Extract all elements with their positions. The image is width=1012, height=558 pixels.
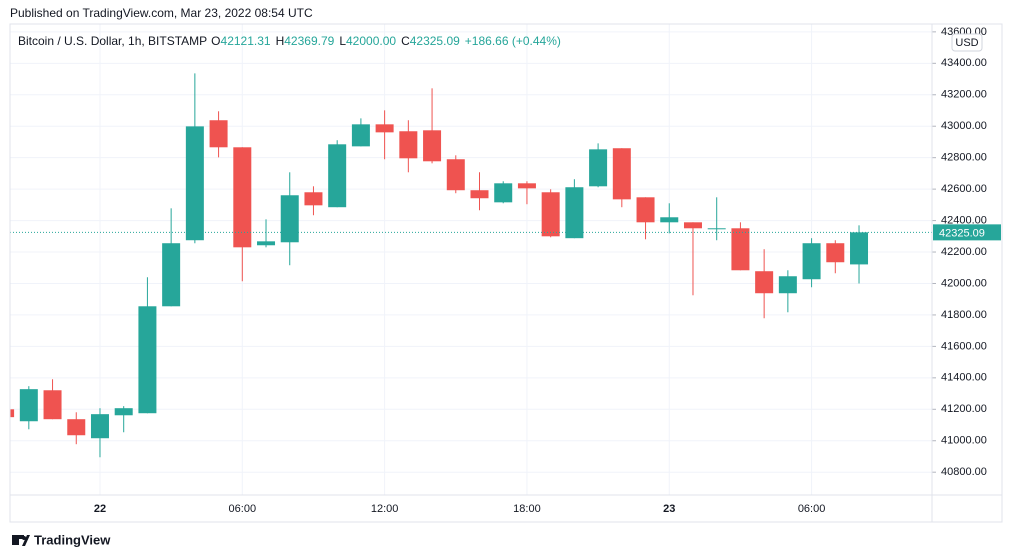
candle-body: [67, 419, 86, 436]
candle-body: [446, 159, 465, 191]
grid: [10, 24, 932, 495]
y-tick-label: 43000.00: [941, 120, 987, 132]
candle-body: [209, 120, 228, 148]
candle-body: [494, 183, 513, 203]
candle-body: [589, 149, 608, 187]
candle-body: [90, 414, 109, 439]
x-tick-label: 06:00: [229, 503, 257, 515]
candle-body: [351, 124, 370, 147]
ohlc-value: 42325.09: [410, 34, 460, 48]
currency-label[interactable]: USD: [955, 37, 978, 49]
x-tick-label: 06:00: [798, 503, 826, 515]
candle-body: [802, 243, 821, 280]
chart-frame: [9, 23, 1003, 523]
y-tick-label: 42800.00: [941, 152, 987, 164]
candle-body: [707, 228, 726, 230]
candle-body: [162, 243, 181, 307]
change: +186.66 (+0.44%): [465, 34, 561, 48]
x-tick-label: 12:00: [371, 503, 399, 515]
last-price-label: 42325.09: [939, 227, 985, 239]
symbol-header: Bitcoin / U.S. Dollar, 1h, BITSTAMP O4212…: [18, 34, 561, 48]
y-tick-label: 43400.00: [941, 57, 987, 69]
symbol: Bitcoin / U.S. Dollar, 1h, BITSTAMP: [18, 34, 207, 48]
y-tick-label: 42000.00: [941, 277, 987, 289]
published-note: Published on TradingView.com, Mar 23, 20…: [10, 6, 313, 20]
y-tick-label: 42600.00: [941, 183, 987, 195]
candle-body: [683, 222, 702, 229]
candle-body: [541, 192, 560, 237]
candle-body: [636, 197, 655, 223]
ohlc-label: L: [339, 34, 346, 48]
y-tick-label: 41800.00: [941, 309, 987, 321]
y-tick-label: 41600.00: [941, 340, 987, 352]
last-price-badge: [933, 224, 1001, 241]
candle-body: [612, 148, 631, 200]
candle-body: [10, 409, 15, 418]
x-tick-label: 23: [663, 503, 675, 515]
candle-body: [850, 232, 869, 265]
candle-body: [755, 271, 774, 294]
candle-body: [233, 147, 252, 248]
x-tick-label: 18:00: [513, 503, 541, 515]
candle-body: [375, 124, 394, 133]
candle-body: [660, 217, 679, 223]
x-tick-label: 22: [94, 503, 106, 515]
candle-body: [826, 243, 845, 263]
footer-brand: TradingView: [34, 532, 111, 547]
ohlc-value: 42121.31: [221, 34, 271, 48]
candle-body: [185, 126, 204, 241]
candle-body: [138, 306, 157, 414]
candles: [10, 73, 932, 458]
candle-body: [399, 131, 418, 159]
candle-body: [731, 228, 750, 271]
y-tick-label: 40800.00: [941, 466, 987, 478]
y-tick-label: 42200.00: [941, 246, 987, 258]
candle-body: [304, 192, 323, 206]
ohlc-value: 42369.79: [284, 34, 334, 48]
candle-body: [114, 408, 133, 416]
y-tick-label: 42400.00: [941, 214, 987, 226]
candle-body: [565, 187, 584, 239]
ohlc-label: C: [401, 34, 410, 48]
candle-body: [470, 190, 489, 199]
candle-body: [257, 241, 276, 246]
y-tick-label: 41400.00: [941, 372, 987, 384]
candle-body: [423, 130, 442, 162]
currency-badge[interactable]: [951, 33, 983, 52]
ohlc-value: 42000.00: [346, 34, 396, 48]
axes: 40800.00 41000.00 41200.00 41400.00 41600.00…: [94, 26, 1001, 515]
candle-body: [328, 144, 347, 208]
y-tick-label: 43200.00: [941, 89, 987, 101]
y-tick-label: 41200.00: [941, 403, 987, 415]
ohlc-label: H: [276, 34, 285, 48]
ohlc-label: O: [211, 34, 220, 48]
candle-body: [778, 276, 797, 294]
y-tick-label: 41000.00: [941, 435, 987, 447]
candle-body: [43, 390, 62, 420]
footer-logo: [12, 535, 30, 546]
candle-body: [517, 183, 536, 189]
candle-body: [19, 389, 38, 422]
candle-body: [280, 195, 299, 243]
